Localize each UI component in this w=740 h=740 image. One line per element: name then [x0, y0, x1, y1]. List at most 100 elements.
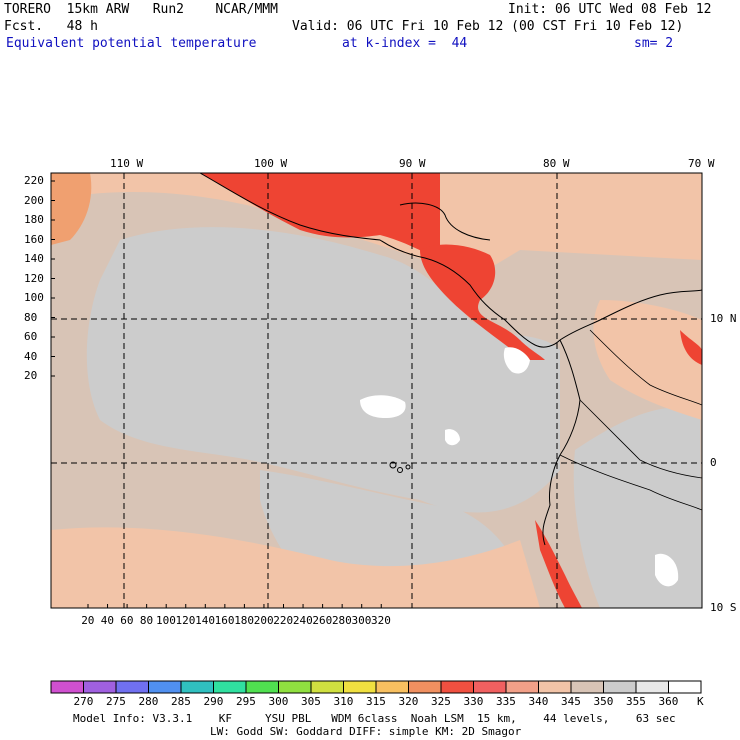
colorbar-swatch: [668, 680, 702, 694]
colorbar-swatch: [505, 680, 539, 694]
red-band-central: [420, 244, 545, 360]
colorbar-label: 295: [236, 695, 256, 708]
colorbar-swatch: [115, 680, 149, 694]
left-tick-label: 220: [24, 174, 44, 187]
bottom-tick-label: 60: [120, 614, 134, 627]
colorbar-label: 305: [301, 695, 321, 708]
left-tick-label: 40: [24, 349, 38, 363]
peach-band-east: [593, 300, 702, 420]
colorbar-label: 315: [366, 695, 386, 708]
bottom-tick-label: 200: [253, 614, 274, 627]
colorbar-label: 345: [561, 695, 581, 708]
left-tick-label: 180: [24, 213, 44, 226]
colorbar-swatch: [50, 680, 84, 694]
colorbar-swatch: [603, 680, 637, 694]
init-time: Init: 06 UTC Wed 08 Feb 12: [508, 2, 712, 17]
lat-label-10s: 10 S: [710, 601, 737, 614]
bottom-tick-label: 240: [292, 614, 313, 627]
left-tick-label: 80: [24, 310, 38, 324]
orange-corner: [51, 173, 92, 245]
bottom-tick-label: 100: [156, 614, 176, 627]
map-field: [51, 173, 702, 608]
colorbar-label: 340: [528, 695, 549, 708]
forecast-hour: Fcst. 48 h: [4, 19, 98, 34]
colorbar-label: 300: [268, 695, 289, 708]
colorbar-swatch: [375, 680, 409, 694]
colorbar-label: 275: [106, 695, 126, 708]
colorbar-swatch: [538, 680, 572, 694]
galapagos-islands: [389, 461, 411, 473]
gray-region-north: [86, 227, 560, 513]
red-band-northwest: [51, 173, 440, 260]
bottom-tick-label: 120: [175, 614, 196, 627]
peach-band-south: [51, 527, 540, 608]
lat-label-10n: 10 N: [710, 312, 737, 325]
white-patch-4: [655, 553, 679, 587]
model-info-line1: Model Info: V3.3.1 KF YSU PBL WDM 6class…: [73, 712, 676, 725]
bottom-tick-label: 80: [139, 614, 154, 627]
colorbar-swatch: [635, 680, 669, 694]
bottom-tick-label: 320: [371, 614, 391, 627]
colorbar-swatch: [213, 680, 247, 694]
field-name: Equivalent potential temperature: [6, 36, 257, 51]
lon-label-110w: 110 W: [110, 157, 144, 170]
colorbar-label: 360: [658, 695, 679, 708]
left-tick-label: 200: [24, 193, 44, 207]
colorbar-swatch: [310, 680, 344, 694]
bottom-tick-label: 20: [81, 614, 95, 627]
colorbar-label: 280: [138, 695, 159, 708]
coastline-mexico: [199, 173, 561, 348]
colorbar-swatch: [473, 680, 507, 694]
colorbar-swatch: [180, 680, 214, 694]
bottom-tick-label: 160: [214, 614, 235, 627]
lon-label-100w: 100 W: [254, 157, 288, 170]
colorbar-swatch: [148, 680, 182, 694]
lon-label-70w: 70 W: [688, 157, 715, 170]
valid-time: Valid: 06 UTC Fri 10 Feb 12 (00 CST Fri …: [292, 19, 684, 34]
colorbar-label: 320: [398, 695, 419, 708]
colorbar-label: 290: [203, 695, 224, 708]
left-tick-label: 140: [24, 252, 44, 265]
bottom-tick-label: 140: [195, 614, 215, 627]
axis-tick-marks: [51, 180, 382, 608]
colorbar-label: 310: [333, 695, 354, 708]
bottom-tick-label: 260: [312, 614, 333, 627]
left-tick-label: 160: [24, 232, 44, 246]
colorbar-swatch: [408, 680, 442, 694]
smoothing-label: sm= 2: [634, 36, 674, 51]
colorbar-label: 330: [463, 695, 484, 708]
colorbar-label: 270: [73, 695, 94, 708]
bottom-tick-label: 40: [100, 614, 114, 627]
colorbar-label: 285: [171, 695, 191, 708]
model-title: TORERO 15km ARW Run2 NCAR/MMM: [4, 2, 278, 17]
model-info-line2: LW: Godd SW: Goddard DIFF: simple KM: 2D…: [210, 725, 522, 738]
red-band-east: [680, 330, 702, 365]
red-band-coast-south: [535, 520, 582, 608]
colorbar-swatch: [570, 680, 604, 694]
colorbar-swatch: [83, 680, 117, 694]
bottom-tick-label: 180: [234, 614, 255, 627]
colorbar-swatch: [343, 680, 377, 694]
lon-label-80w: 80 W: [543, 157, 570, 170]
colorbar-swatch: [440, 680, 474, 694]
bottom-tick-label: 280: [331, 614, 352, 627]
bottom-tick-label: 220: [273, 614, 294, 627]
colorbar-label: 355: [626, 695, 646, 708]
lon-label-90w: 90 W: [399, 157, 426, 170]
left-tick-label: 20: [24, 369, 38, 382]
bottom-tick-label: 300: [351, 614, 372, 627]
coastline-gulf: [399, 202, 491, 241]
white-patch-2: [503, 347, 530, 374]
colorbar-swatch: [278, 680, 312, 694]
map-frame: [50, 172, 703, 609]
colorbar-unit: K: [697, 695, 704, 708]
colorbar-label: 350: [593, 695, 614, 708]
white-patch-3: [445, 429, 460, 446]
left-tick-label: 60: [24, 330, 38, 343]
level-index: at k-index = 44: [342, 36, 468, 51]
colorbar-label: 325: [431, 695, 451, 708]
white-patch-1: [360, 395, 406, 418]
left-tick-label: 100: [24, 291, 44, 304]
